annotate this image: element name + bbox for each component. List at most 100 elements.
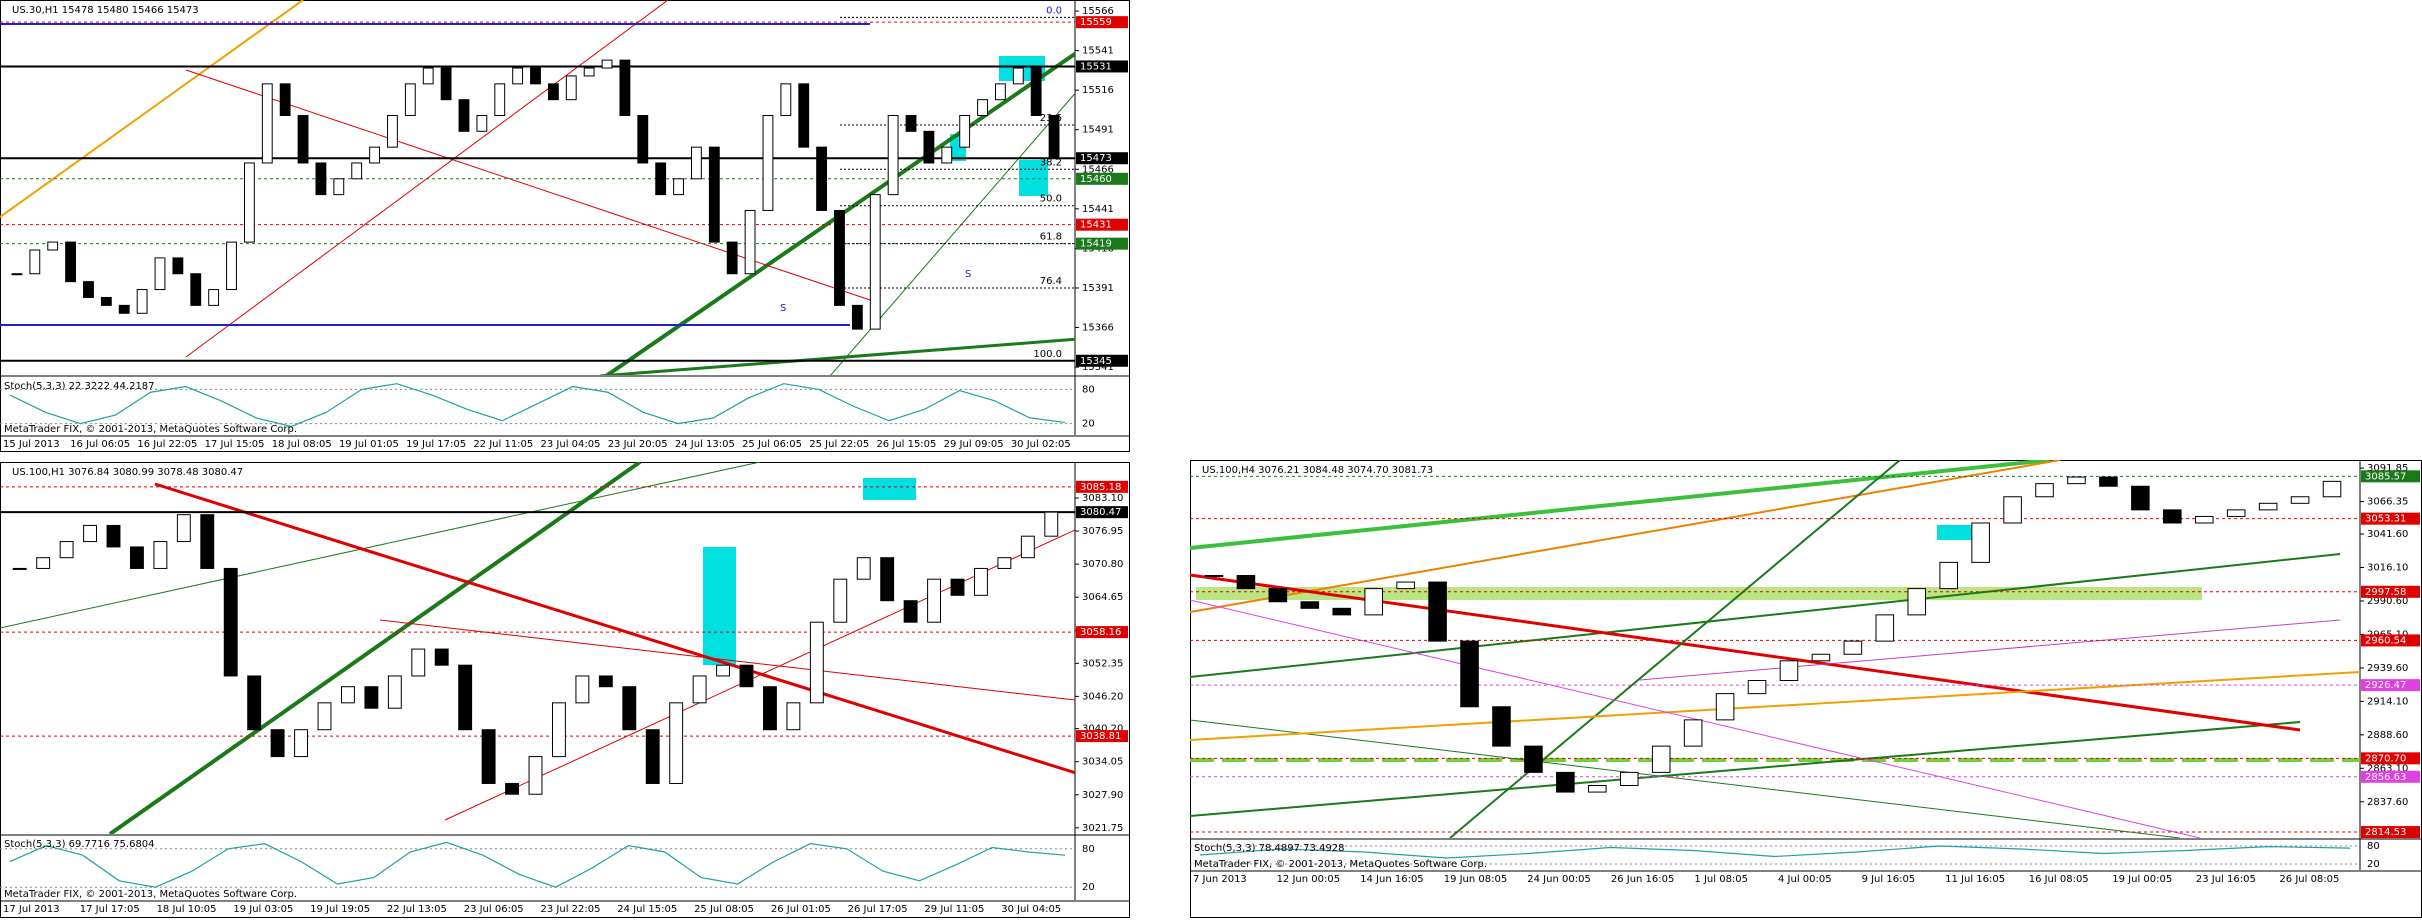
price-tick-label: 15541 bbox=[1082, 46, 1114, 57]
price-label: 15460 bbox=[1080, 174, 1112, 185]
price-tick-label: 3041.60 bbox=[2367, 529, 2408, 540]
candle bbox=[1030, 67, 1042, 117]
candle bbox=[673, 178, 684, 196]
candle bbox=[1811, 653, 1831, 662]
candle bbox=[411, 648, 426, 677]
candle bbox=[1236, 575, 1256, 590]
price-label: 3085.57 bbox=[2365, 471, 2406, 482]
candle bbox=[739, 664, 754, 688]
time-label: 19 Jul 00:05 bbox=[2112, 874, 2172, 885]
trend-line bbox=[1190, 721, 2301, 817]
price-label-box bbox=[2361, 512, 2420, 525]
candle bbox=[106, 524, 121, 548]
time-label: 19 Jul 03:05 bbox=[233, 904, 293, 915]
price-label-box bbox=[2361, 634, 2420, 647]
candle bbox=[100, 296, 112, 306]
candle bbox=[243, 162, 255, 243]
candle bbox=[1779, 660, 1799, 681]
candle bbox=[47, 241, 59, 251]
candle bbox=[2067, 476, 2086, 485]
price-label: 2856.63 bbox=[2365, 772, 2406, 783]
candle bbox=[977, 99, 988, 117]
candle bbox=[905, 115, 917, 132]
candle bbox=[2194, 515, 2214, 524]
time-label: 18 Jul 10:05 bbox=[157, 904, 217, 915]
candle bbox=[512, 67, 524, 85]
trend-line bbox=[0, 0, 304, 218]
candle bbox=[1332, 607, 1352, 616]
candle bbox=[565, 75, 577, 101]
candle bbox=[762, 115, 774, 211]
price-label: 2960.54 bbox=[2365, 635, 2406, 646]
price-label-box bbox=[2361, 679, 2420, 692]
time-label: 22 Jul 11:05 bbox=[473, 439, 533, 450]
price-tick-label: 3016.10 bbox=[2367, 562, 2408, 573]
candle bbox=[619, 59, 631, 117]
time-label: 19 Jul 01:05 bbox=[339, 439, 399, 450]
candle bbox=[200, 514, 215, 569]
price-label-box bbox=[2361, 826, 2420, 839]
candle bbox=[190, 273, 202, 306]
candle bbox=[387, 675, 402, 709]
stoch-tick-label: 80 bbox=[1082, 384, 1095, 395]
time-label: 23 Jul 04:05 bbox=[541, 439, 601, 450]
candle bbox=[583, 67, 595, 77]
candle bbox=[505, 782, 520, 795]
candle bbox=[1843, 640, 1863, 655]
price-tick-label: 3064.65 bbox=[1082, 592, 1123, 603]
time-label: 12 Jun 00:05 bbox=[1277, 874, 1341, 885]
candle bbox=[833, 578, 848, 623]
time-label: 23 Jul 20:05 bbox=[608, 439, 668, 450]
candle bbox=[637, 115, 649, 164]
candle bbox=[1048, 115, 1060, 159]
time-label: 30 Jul 02:05 bbox=[1011, 439, 1071, 450]
candle bbox=[387, 115, 398, 148]
candle bbox=[575, 675, 590, 704]
candle bbox=[172, 257, 184, 275]
candle bbox=[297, 115, 309, 164]
candle bbox=[691, 146, 702, 180]
candle bbox=[834, 209, 845, 306]
price-label-box bbox=[1076, 480, 1128, 493]
price-label: 15531 bbox=[1080, 61, 1112, 72]
candle bbox=[809, 621, 824, 704]
candle bbox=[1651, 745, 1671, 773]
fib-label: 100.0 bbox=[1033, 349, 1062, 360]
time-label: 25 Jul 22:05 bbox=[809, 439, 869, 450]
candle bbox=[851, 304, 863, 330]
candle bbox=[1428, 581, 1447, 642]
time-label: 23 Jul 06:05 bbox=[464, 904, 524, 915]
price-label: 15419 bbox=[1080, 239, 1112, 250]
candle bbox=[744, 209, 756, 275]
price-label-box bbox=[2361, 585, 2420, 598]
candle bbox=[440, 67, 452, 101]
candle bbox=[351, 162, 363, 180]
candle bbox=[458, 99, 470, 132]
candle bbox=[669, 702, 684, 784]
chart-window: 3083.103076.953070.803064.653058.503052.… bbox=[0, 462, 1130, 918]
candle bbox=[856, 557, 871, 580]
candle bbox=[481, 729, 496, 784]
candle bbox=[1619, 771, 1639, 786]
time-label: 29 Jul 09:05 bbox=[944, 439, 1004, 450]
fib-label: 38.2 bbox=[1040, 157, 1062, 168]
time-label: 26 Jul 01:05 bbox=[771, 904, 831, 915]
candle bbox=[208, 289, 220, 306]
candle bbox=[315, 162, 327, 196]
price-label: 3038.81 bbox=[1080, 731, 1121, 742]
plot-area bbox=[0, 0, 1075, 375]
price-tick-label: 3027.90 bbox=[1082, 790, 1123, 801]
trend-line bbox=[1190, 553, 2341, 678]
price-label: 3080.47 bbox=[1080, 507, 1121, 518]
price-tick-label: 15441 bbox=[1082, 204, 1114, 215]
candle bbox=[1204, 575, 1224, 577]
candle bbox=[1044, 511, 1059, 537]
candle bbox=[530, 67, 541, 85]
price-label: 15345 bbox=[1080, 356, 1112, 367]
chart-window: 3091.853066.353041.603016.102990.602965.… bbox=[1190, 460, 2422, 918]
candle bbox=[2131, 485, 2150, 511]
candle bbox=[176, 514, 191, 543]
time-label: 17 Jul 17:05 bbox=[80, 904, 140, 915]
